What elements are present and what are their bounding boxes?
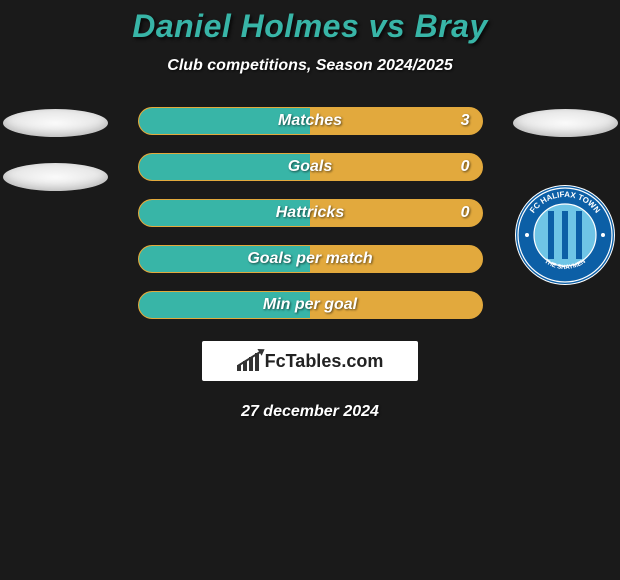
stat-label: Goals: [288, 158, 332, 176]
left-placeholder-ellipse-1: [3, 109, 108, 137]
stat-value-right: 0: [461, 204, 470, 222]
stat-fill-left: [139, 154, 311, 180]
stat-bar-matches: Matches 3: [138, 107, 483, 135]
stats-column: Matches 3 Goals 0 Hattricks 0 Goals per match M…: [138, 107, 483, 319]
stat-label: Hattricks: [276, 204, 344, 222]
stat-value-right: 0: [461, 158, 470, 176]
left-placeholder-ellipse-2: [3, 163, 108, 191]
stat-fill-right: [310, 154, 482, 180]
stat-label: Min per goal: [263, 296, 357, 314]
right-placeholder-column: FC HALIFAX TOWN THE SHAYMEN: [513, 107, 618, 285]
stat-bar-min-per-goal: Min per goal: [138, 291, 483, 319]
stat-label: Matches: [278, 112, 342, 130]
chart-icon: [237, 351, 259, 371]
infographic-container: Daniel Holmes vs Bray Club competitions,…: [0, 0, 620, 421]
stat-label: Goals per match: [247, 250, 372, 268]
stat-value-right: 3: [461, 112, 470, 130]
left-placeholder-column: [3, 107, 108, 217]
page-subtitle: Club competitions, Season 2024/2025: [0, 57, 620, 75]
stat-bar-goals: Goals 0: [138, 153, 483, 181]
page-title: Daniel Holmes vs Bray: [0, 8, 620, 45]
club-badge-svg: FC HALIFAX TOWN THE SHAYMEN: [515, 185, 615, 285]
right-placeholder-ellipse: [513, 109, 618, 137]
stat-bar-hattricks: Hattricks 0: [138, 199, 483, 227]
main-row: Matches 3 Goals 0 Hattricks 0 Goals per match M…: [0, 107, 620, 319]
stat-bar-goals-per-match: Goals per match: [138, 245, 483, 273]
fctables-brand-text: FcTables.com: [265, 351, 384, 372]
club-badge-halifax: FC HALIFAX TOWN THE SHAYMEN: [515, 185, 615, 285]
date-line: 27 december 2024: [0, 403, 620, 421]
fctables-brand-box: FcTables.com: [202, 341, 418, 381]
